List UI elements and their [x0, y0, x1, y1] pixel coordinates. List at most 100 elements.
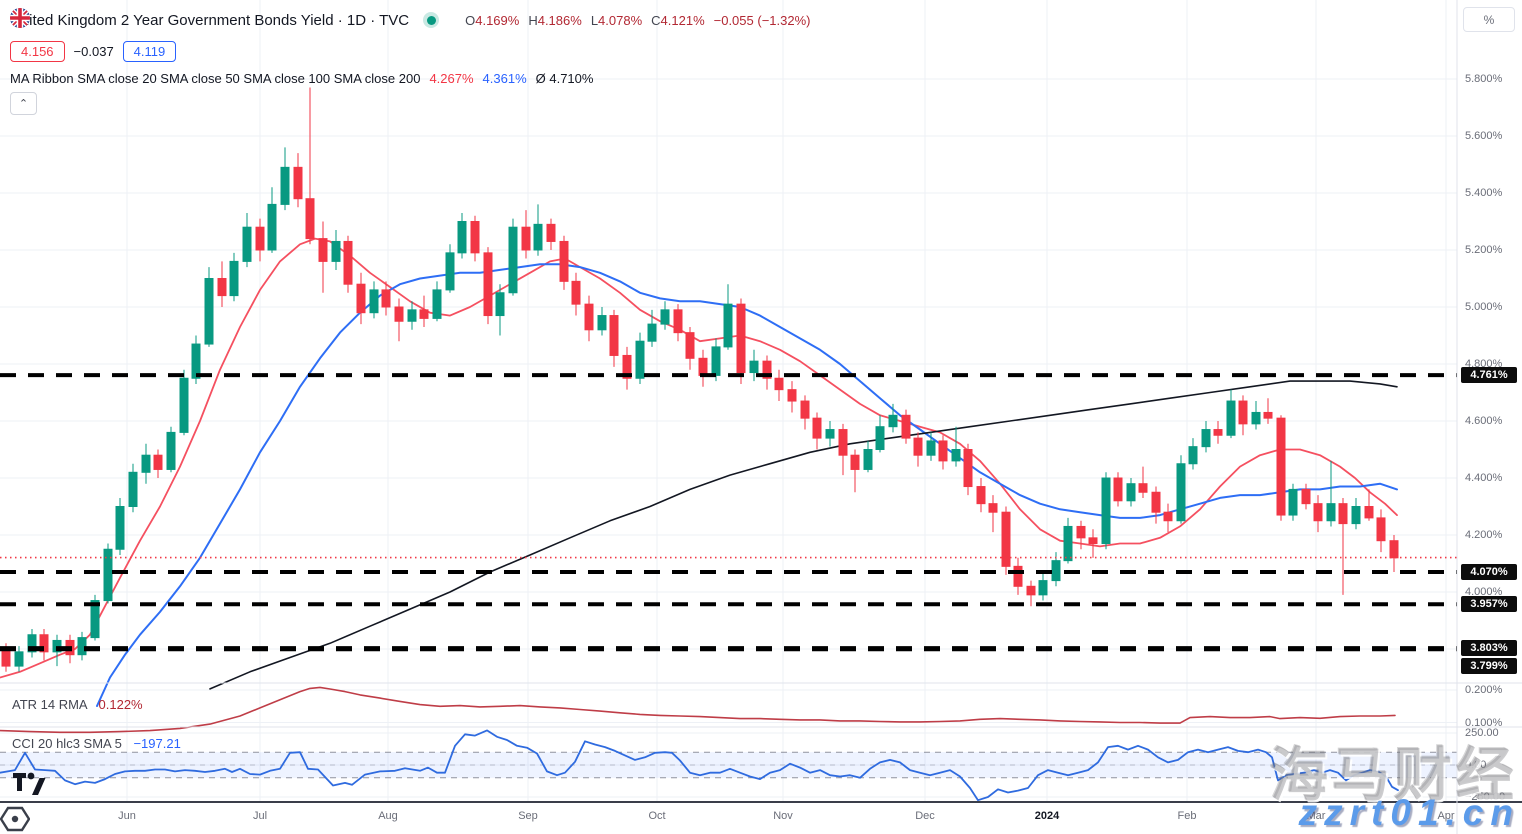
ma-ribbon-label[interactable]: MA Ribbon SMA close 20 SMA close 50 SMA …	[10, 71, 421, 86]
time-tick: Aug	[378, 810, 398, 822]
atr-series	[0, 686, 1396, 734]
candle	[179, 377, 189, 433]
candle	[369, 289, 379, 314]
symbol-row: United Kingdom 2 Year Government Bonds Y…	[10, 8, 810, 32]
sell-price-button[interactable]: 4.156	[10, 40, 65, 62]
price-tick: 4.000%	[1465, 586, 1503, 598]
candle	[749, 360, 759, 374]
candle	[812, 417, 822, 439]
candle	[1013, 565, 1023, 587]
candle	[483, 252, 493, 317]
candle	[1389, 540, 1399, 559]
candle	[951, 449, 961, 462]
price-level-badge[interactable]: 4.070%	[1461, 564, 1517, 581]
price-tick: 5.600%	[1465, 130, 1503, 142]
candle	[166, 431, 176, 470]
candle	[1001, 511, 1011, 567]
gridlines	[0, 0, 1457, 802]
buy-price-button[interactable]: 4.119	[122, 40, 177, 62]
symbol-title[interactable]: United Kingdom 2 Year Government Bonds Y…	[10, 11, 410, 29]
candlestick-series	[1, 87, 1399, 672]
time-tick: Mar	[1306, 810, 1326, 822]
open-value: 4.169%	[475, 12, 520, 28]
close-value: 4.121%	[660, 12, 705, 28]
candle	[1126, 483, 1136, 502]
candle	[242, 226, 252, 262]
tradingview-logo[interactable]	[12, 772, 46, 796]
candle	[546, 223, 556, 242]
candle	[800, 400, 810, 419]
time-tick: Feb	[1177, 810, 1197, 822]
market-status-icon[interactable]	[423, 12, 440, 28]
candle	[90, 600, 100, 639]
candle	[229, 260, 239, 297]
atr-label: ATR 14 RMA	[12, 697, 87, 712]
candle	[356, 283, 366, 314]
candle	[875, 426, 885, 451]
candle	[1276, 417, 1286, 516]
candle	[584, 303, 594, 331]
chevron-up-icon: ⌃	[18, 98, 29, 110]
candle	[660, 309, 670, 325]
collapse-legend-button[interactable]: ⌃	[10, 92, 37, 115]
candle	[635, 340, 645, 379]
candle	[204, 278, 214, 345]
candle	[698, 357, 708, 376]
time-tick: Jul	[252, 810, 268, 822]
time-tick: Oct	[648, 810, 666, 822]
candle	[419, 309, 429, 319]
candle	[1151, 491, 1161, 513]
candle	[280, 166, 290, 205]
time-tick: Apr	[1437, 810, 1455, 822]
candle	[723, 303, 733, 348]
candle	[1038, 580, 1048, 596]
price-level-badge[interactable]: 4.761%	[1461, 367, 1517, 384]
legend: United Kingdom 2 Year Government Bonds Y…	[10, 8, 810, 115]
candle	[1063, 525, 1073, 562]
candle	[901, 414, 911, 439]
cci-legend[interactable]: CCI 20 hlc3 SMA 5 −197.21	[12, 736, 181, 751]
atr-legend[interactable]: ATR 14 RMA 0.122%	[12, 697, 143, 712]
trade-row: 4.156 −0.037 4.119	[10, 39, 810, 63]
candle	[217, 278, 227, 297]
watermark-url-text: zzrt01.cn	[1298, 792, 1520, 833]
price-level-badge[interactable]: 3.803%	[1461, 640, 1517, 657]
candle	[293, 166, 303, 200]
sma50-value: 4.361%	[482, 71, 527, 86]
candle	[141, 454, 151, 473]
candle	[1051, 560, 1061, 582]
candle	[255, 226, 265, 251]
cci-tick: 250.00	[1465, 727, 1499, 739]
price-scale-unit-button[interactable]: %	[1463, 7, 1515, 32]
candle	[850, 454, 860, 470]
price-level-badge[interactable]: 3.799%	[1461, 658, 1517, 675]
candle	[913, 437, 923, 456]
candle	[963, 449, 973, 488]
candle	[318, 238, 328, 262]
candle	[571, 280, 581, 305]
candle	[432, 289, 442, 319]
candle	[838, 429, 848, 456]
sma-average-value: Ø 4.710%	[535, 71, 594, 86]
ma-ribbon-row: MA Ribbon SMA close 20 SMA close 50 SMA …	[10, 71, 810, 86]
candle	[976, 486, 986, 505]
price-level-lines	[0, 373, 1457, 652]
candle	[988, 503, 998, 513]
candle	[1301, 488, 1311, 505]
candle	[673, 309, 683, 334]
candle	[1213, 429, 1223, 436]
candle	[597, 315, 607, 331]
candle	[1364, 506, 1374, 519]
candle	[381, 289, 391, 308]
candle	[521, 226, 531, 251]
cci-label: CCI 20 hlc3 SMA 5	[12, 736, 122, 751]
candle	[1188, 446, 1198, 465]
candle	[27, 634, 37, 653]
candle	[774, 377, 784, 391]
price-level-badge[interactable]: 3.957%	[1461, 596, 1517, 613]
candle	[926, 440, 936, 456]
candle	[343, 240, 353, 285]
candle	[191, 343, 201, 379]
